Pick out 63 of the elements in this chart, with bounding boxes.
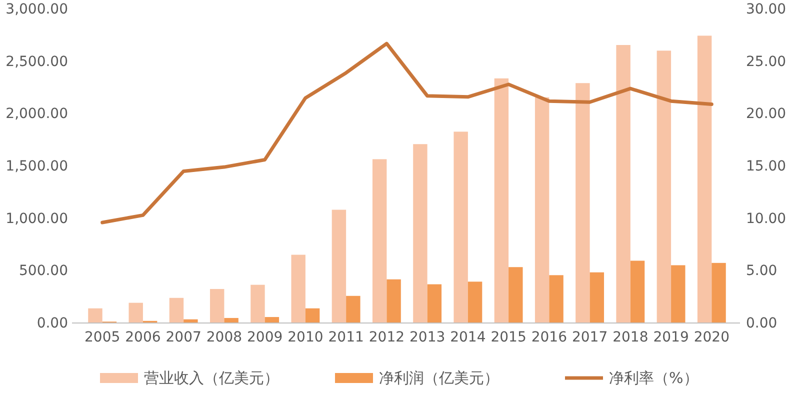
- x-tick-label: 2005: [84, 329, 120, 346]
- x-tick-label: 2015: [490, 329, 526, 346]
- y-tick-label: 1,500.00: [6, 158, 68, 174]
- bar: [494, 78, 509, 323]
- y-tick-label: 1,000.00: [6, 210, 68, 227]
- bar: [549, 275, 564, 323]
- y2-tick-label: 20.00: [746, 106, 786, 122]
- bar: [250, 284, 265, 323]
- bar: [224, 318, 238, 323]
- legend-label: 净利率（%）: [609, 369, 698, 387]
- x-tick-label: 2007: [166, 329, 202, 346]
- bar: [413, 144, 428, 323]
- x-tick-label: 2018: [612, 329, 648, 346]
- x-tick-label: 2006: [125, 329, 161, 346]
- x-tick-label: 2009: [247, 329, 283, 346]
- bar: [590, 272, 604, 323]
- bar: [210, 288, 224, 323]
- bar: [169, 298, 184, 323]
- x-tick-label: 2013: [409, 329, 446, 346]
- bar: [712, 262, 726, 323]
- bar: [128, 302, 143, 323]
- bar: [346, 296, 360, 323]
- x-tick-label: 2019: [653, 329, 689, 346]
- bar: [386, 279, 401, 323]
- y2-tick-label: 30.00: [746, 1, 786, 18]
- x-tick-label: 2014: [450, 329, 486, 346]
- y2-tick-label: 0.00: [746, 315, 778, 332]
- legend-label: 净利润（亿美元）: [379, 369, 499, 387]
- bar: [656, 50, 672, 323]
- x-tick-label: 2020: [694, 329, 730, 346]
- y-tick-label: 500.00: [19, 263, 68, 280]
- x-tick-label: 2017: [572, 329, 608, 346]
- y2-tick-label: 25.00: [746, 54, 786, 70]
- bar: [427, 284, 442, 323]
- y-tick-label: 3,000.00: [6, 1, 68, 18]
- y2-tick-label: 15.00: [746, 158, 786, 174]
- bar: [372, 159, 387, 323]
- legend-label: 营业收入（亿美元）: [144, 369, 279, 387]
- bar: [264, 317, 280, 323]
- bar: [508, 267, 523, 323]
- bar: [630, 260, 645, 323]
- y-tick-label: 2,000.00: [6, 106, 68, 122]
- x-tick-label: 2012: [368, 329, 405, 346]
- x-tick-label: 2008: [206, 329, 242, 346]
- bar: [305, 308, 320, 323]
- bar: [332, 210, 346, 323]
- bar: [534, 97, 550, 323]
- y-tick-label: 0.00: [36, 315, 68, 332]
- x-tick-label: 2011: [328, 329, 364, 346]
- bar: [576, 83, 590, 323]
- bar: [454, 132, 468, 323]
- bar: [468, 282, 482, 323]
- y2-tick-label: 10.00: [746, 210, 786, 227]
- y2-tick-label: 5.00: [746, 263, 778, 280]
- x-tick-label: 2016: [531, 329, 568, 346]
- y-tick-label: 2,500.00: [6, 54, 68, 70]
- line-series: [100, 42, 714, 224]
- x-tick-label: 2010: [288, 329, 324, 346]
- bar: [291, 254, 306, 323]
- bar: [88, 308, 102, 323]
- bar: [616, 45, 630, 323]
- bar: [697, 36, 712, 323]
- bar: [671, 265, 686, 323]
